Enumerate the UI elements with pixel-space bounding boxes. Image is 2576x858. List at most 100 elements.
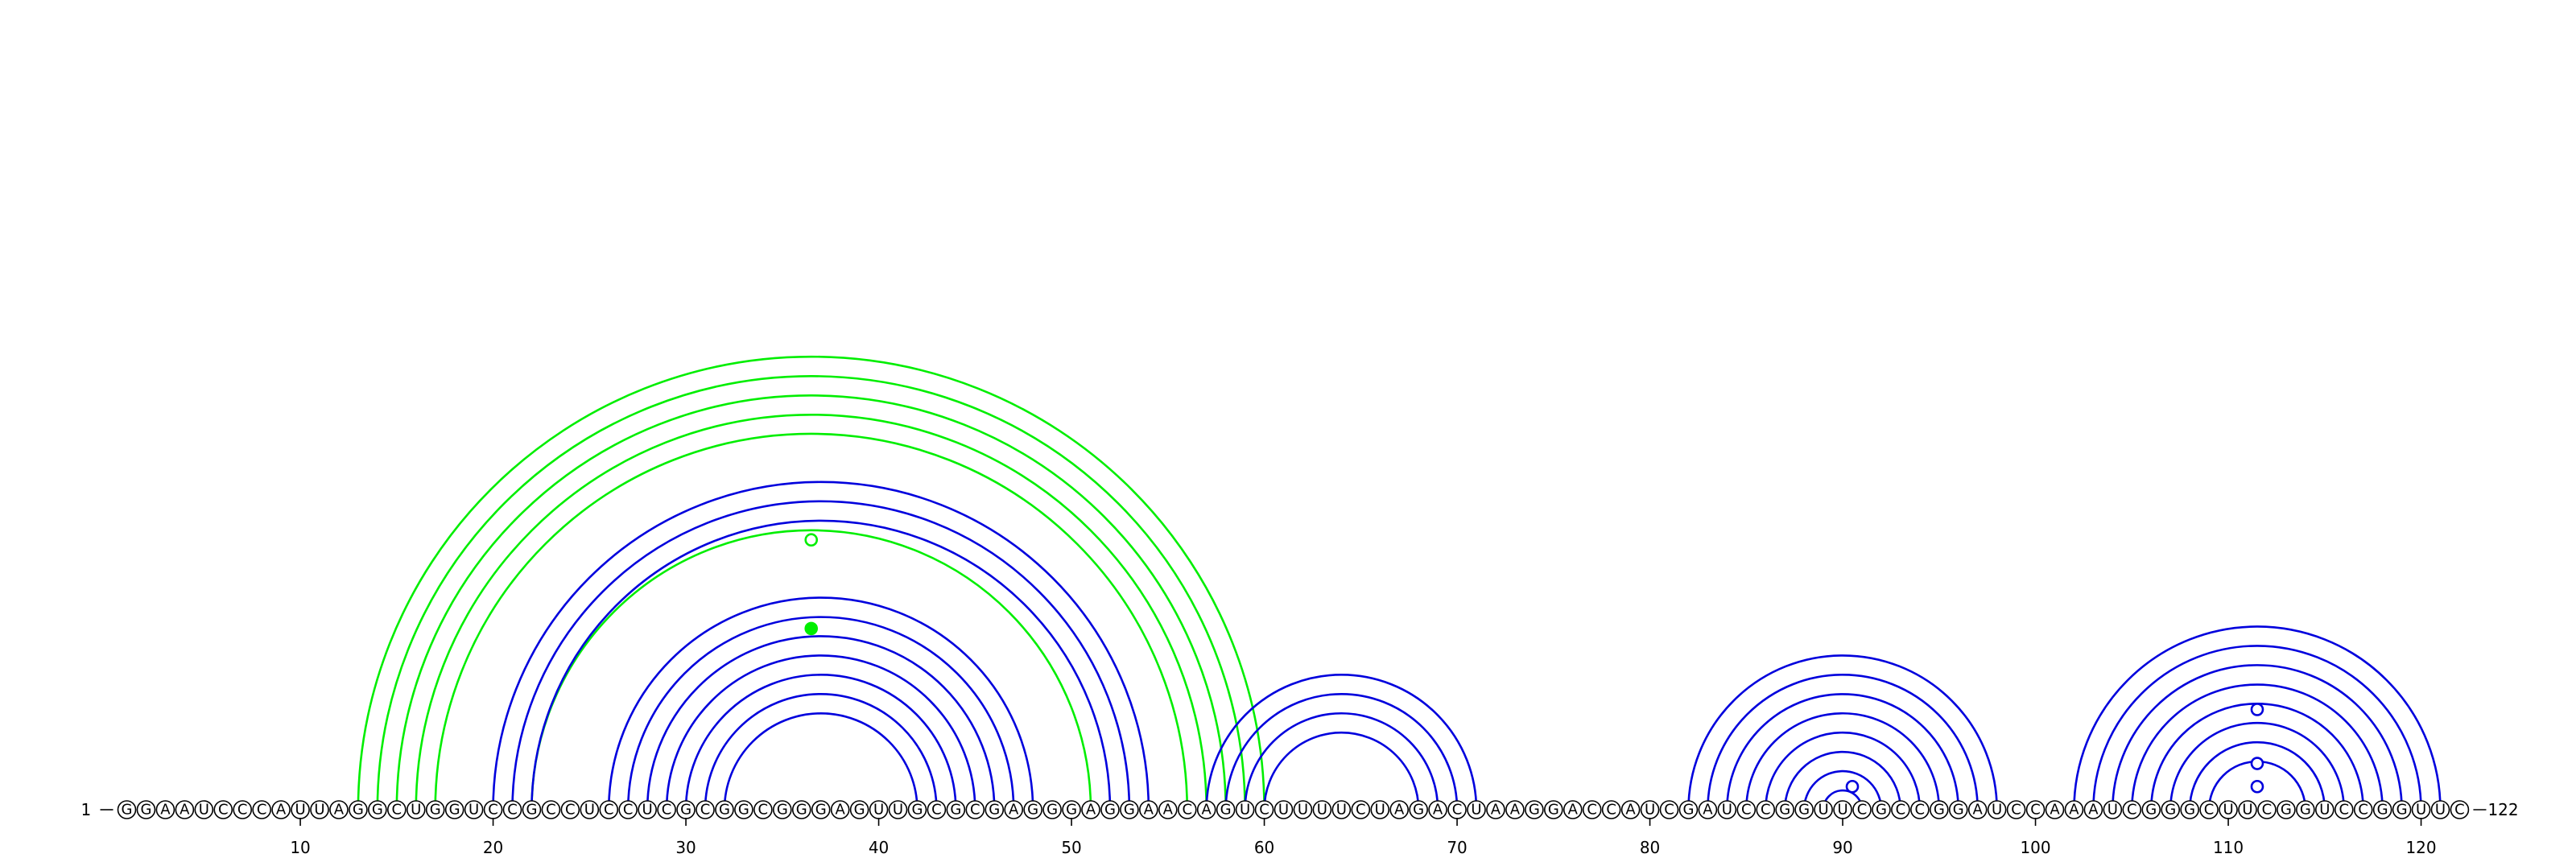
nucleotide-circle bbox=[155, 800, 175, 819]
nucleotide-107: G bbox=[2161, 800, 2180, 819]
nucleotide-42: G bbox=[907, 800, 927, 819]
nucleotide-circle bbox=[1582, 800, 1602, 819]
nucleotide-letter: A bbox=[1144, 802, 1154, 819]
nucleotide-7: C bbox=[233, 800, 253, 819]
nucleotide-circle bbox=[753, 800, 773, 819]
nucleotide-9: A bbox=[271, 800, 291, 819]
nucleotide-96: G bbox=[1948, 800, 1968, 819]
arc-marker-4 bbox=[2250, 703, 2264, 716]
nucleotide-letter: C bbox=[758, 802, 769, 819]
nucleotide-66: U bbox=[1370, 800, 1390, 819]
nucleotide-letter: U bbox=[893, 802, 903, 819]
nucleotide-letter: A bbox=[180, 802, 190, 819]
nucleotide-circle bbox=[1987, 800, 2007, 819]
nucleotide-letter: C bbox=[970, 802, 980, 819]
arc-84-96 bbox=[1726, 693, 1960, 811]
nucleotide-circle bbox=[1814, 800, 1833, 819]
arc-31-43 bbox=[704, 693, 938, 811]
position-axis: 10 20 30 40 50 60 70 80 90 100 110 120 bbox=[290, 818, 2437, 857]
nucleotide-62: U bbox=[1293, 800, 1313, 819]
nucleotide-letter: A bbox=[1086, 802, 1096, 819]
arc-57-71 bbox=[1205, 674, 1478, 811]
nucleotide-circle bbox=[1042, 800, 1062, 819]
nucleotide-circle bbox=[1158, 800, 1178, 819]
nucleotide-letter: U bbox=[1837, 802, 1847, 819]
nucleotide-45: C bbox=[965, 800, 985, 819]
nucleotide-21: C bbox=[502, 800, 522, 819]
nucleotide-letter: G bbox=[2145, 802, 2157, 819]
nucleotide-circle bbox=[1563, 800, 1583, 819]
nucleotide-circle bbox=[1910, 800, 1930, 819]
nucleotide-11: U bbox=[310, 800, 329, 819]
nucleotide-letter: G bbox=[1876, 802, 1887, 819]
nucleotide-letter: U bbox=[1645, 802, 1655, 819]
nucleotide-circle bbox=[329, 800, 349, 819]
nucleotide-44: G bbox=[946, 800, 966, 819]
nucleotide-letter: G bbox=[1548, 802, 1559, 819]
nucleotide-73: A bbox=[1505, 800, 1525, 819]
nucleotide-letter: C bbox=[1741, 802, 1752, 819]
nucleotide-111: U bbox=[2238, 800, 2257, 819]
nucleotide-circle bbox=[444, 800, 464, 819]
nucleotide-27: C bbox=[618, 800, 638, 819]
nucleotide-letter: C bbox=[1606, 802, 1616, 819]
nucleotide-25: U bbox=[580, 800, 600, 819]
nucleotide-letter: G bbox=[1413, 802, 1424, 819]
base-pair-arcs bbox=[357, 355, 2442, 811]
sequence-end-label: 122 bbox=[2487, 800, 2518, 819]
arc-13-60 bbox=[357, 355, 1265, 811]
nucleotide-circle bbox=[1525, 800, 1544, 819]
nucleotide-110: U bbox=[2219, 800, 2238, 819]
nucleotide-circle bbox=[1678, 800, 1699, 819]
nucleotide-81: C bbox=[1659, 800, 1679, 819]
nucleotide-115: U bbox=[2315, 800, 2334, 819]
nucleotide-letter: U bbox=[2107, 802, 2118, 819]
arc-86-94 bbox=[1764, 731, 1922, 811]
nucleotide-circle bbox=[1872, 800, 1891, 819]
arc-17-56 bbox=[434, 432, 1189, 811]
nucleotide-letter: G bbox=[449, 802, 460, 819]
nucleotide-95: G bbox=[1930, 800, 1949, 819]
arc-28-46 bbox=[646, 635, 996, 811]
nucleotide-letter: U bbox=[1298, 802, 1308, 819]
nucleotide-letter: U bbox=[1317, 802, 1327, 819]
nucleotide-letter: G bbox=[1529, 802, 1540, 819]
nucleotide-letter: A bbox=[1568, 802, 1579, 819]
nucleotide-circle bbox=[580, 800, 600, 819]
nucleotide-letter: C bbox=[2358, 802, 2368, 819]
nucleotide-70: C bbox=[1447, 800, 1467, 819]
arc-22-51 bbox=[530, 529, 1092, 811]
arc-marker-5 bbox=[2250, 757, 2264, 770]
nucleotide-circle bbox=[1216, 800, 1236, 819]
nucleotide-102: A bbox=[2064, 800, 2084, 819]
arc-108-115 bbox=[2188, 740, 2326, 811]
nucleotide-letter: C bbox=[565, 802, 576, 819]
nucleotide-letter: G bbox=[777, 802, 788, 819]
nucleotide-letter: A bbox=[334, 802, 345, 819]
nucleotide-84: U bbox=[1717, 800, 1737, 819]
nucleotide-103: A bbox=[2083, 800, 2103, 819]
nucleotide-59: U bbox=[1235, 800, 1255, 819]
nucleotide-69: A bbox=[1428, 800, 1447, 819]
arc-30-44 bbox=[684, 674, 957, 811]
arc-marker-6 bbox=[2250, 779, 2264, 794]
nucleotide-57: A bbox=[1196, 800, 1216, 819]
nucleotide-letter: A bbox=[2088, 802, 2099, 819]
nucleotide-letter: U bbox=[295, 802, 305, 819]
arc-88-92 bbox=[1802, 769, 1883, 811]
nucleotide-circle bbox=[811, 800, 831, 819]
nucleotide-letter: C bbox=[1587, 802, 1597, 819]
nucleotide-letter: G bbox=[1027, 802, 1038, 819]
nucleotide-58: G bbox=[1216, 800, 1236, 819]
nucleotide-109: C bbox=[2199, 800, 2219, 819]
nucleotide-circle bbox=[2238, 800, 2257, 819]
nucleotide-72: A bbox=[1486, 800, 1505, 819]
tick-label-110: 110 bbox=[2213, 838, 2244, 857]
sequence-start-label: 1 bbox=[81, 800, 92, 819]
nucleotide-92: G bbox=[1872, 800, 1891, 819]
nucleotide-28: U bbox=[638, 800, 657, 819]
arc-85-95 bbox=[1745, 712, 1941, 811]
nucleotide-circle bbox=[2083, 800, 2103, 819]
nucleotide-15: C bbox=[386, 800, 407, 819]
nucleotide-letter: G bbox=[1046, 802, 1058, 819]
